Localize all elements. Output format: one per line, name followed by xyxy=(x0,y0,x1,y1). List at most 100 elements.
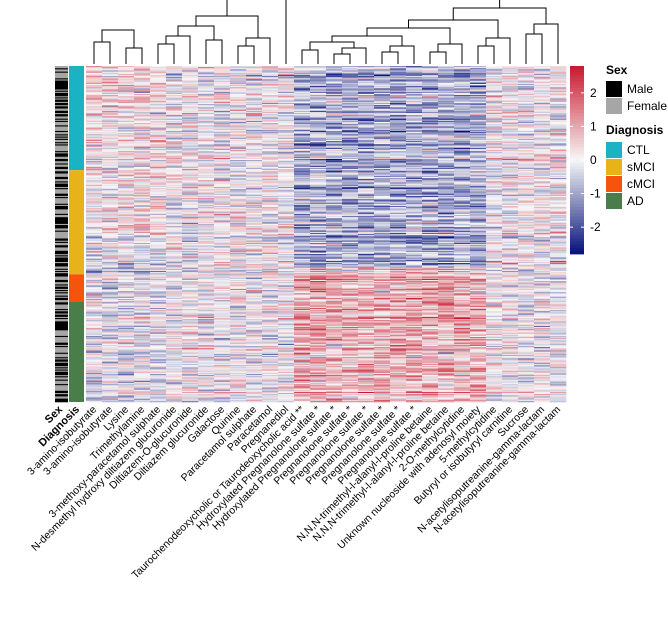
heatmap-cell xyxy=(454,119,471,122)
heatmap-cell xyxy=(230,137,247,140)
heatmap-cell xyxy=(262,109,279,112)
heatmap-cell xyxy=(422,132,439,134)
heatmap-cell xyxy=(502,136,519,138)
heatmap-cell xyxy=(422,101,439,104)
heatmap-cell xyxy=(182,189,199,191)
heatmap-cell xyxy=(422,182,439,184)
heatmap-cell xyxy=(470,120,487,123)
heatmap-cell xyxy=(198,71,215,74)
sex-track-cell xyxy=(55,256,68,258)
heatmap-cell xyxy=(550,100,567,103)
sex-track-cell xyxy=(55,324,68,327)
sex-track-cell xyxy=(55,375,68,377)
heatmap-cell xyxy=(246,87,263,89)
heatmap-cell xyxy=(358,128,375,131)
heatmap-cell xyxy=(230,111,247,114)
heatmap-cell xyxy=(390,160,407,162)
heatmap-cell xyxy=(326,76,343,78)
heatmap-cell xyxy=(326,122,343,124)
heatmap-cell xyxy=(150,207,167,209)
heatmap-cell xyxy=(310,185,327,188)
heatmap-cell xyxy=(374,108,391,110)
sex-track-cell xyxy=(55,354,68,357)
heatmap-cell xyxy=(278,201,295,203)
heatmap-cell xyxy=(502,166,519,169)
heatmap-cell xyxy=(326,127,343,130)
heatmap-cell xyxy=(550,147,567,150)
heatmap-cell xyxy=(438,200,455,202)
heatmap-cell xyxy=(534,94,551,96)
heatmap-cell xyxy=(534,223,551,226)
heatmap-cell xyxy=(198,128,215,131)
heatmap-cell xyxy=(134,160,151,162)
heatmap-cell xyxy=(502,179,519,181)
sex-track-cell xyxy=(55,321,68,323)
heatmap-cell xyxy=(102,226,119,228)
heatmap-cell xyxy=(390,227,407,229)
heatmap-cell xyxy=(326,142,343,144)
heatmap-cell xyxy=(310,160,327,162)
heatmap-cell xyxy=(246,216,263,218)
heatmap-cell xyxy=(470,92,487,95)
heatmap-cell xyxy=(230,163,247,165)
heatmap-cell xyxy=(406,237,423,239)
heatmap-cell xyxy=(198,133,215,135)
heatmap-cell xyxy=(390,220,407,222)
heatmap-cell xyxy=(326,72,343,75)
heatmap-cell xyxy=(278,130,295,133)
heatmap-cell xyxy=(182,210,199,212)
heatmap-cell xyxy=(182,95,199,97)
heatmap-cell xyxy=(406,169,423,171)
heatmap-cell xyxy=(102,132,119,134)
heatmap-cell xyxy=(294,184,311,187)
heatmap-cell xyxy=(438,113,455,115)
heatmap-cell xyxy=(310,226,327,228)
heatmap-cell xyxy=(342,147,359,150)
heatmap-cell xyxy=(550,230,567,233)
heatmap-cell xyxy=(86,89,103,91)
heatmap-cell xyxy=(230,145,247,147)
sex-track-cell xyxy=(55,259,68,262)
heatmap-cell xyxy=(182,201,199,203)
heatmap-cell xyxy=(278,227,295,229)
heatmap-cell xyxy=(470,134,487,136)
heatmap-cell xyxy=(182,156,199,159)
heatmap-cell xyxy=(198,216,215,218)
heatmap-cell xyxy=(134,104,151,106)
heatmap-cell xyxy=(550,148,567,151)
heatmap-cell xyxy=(358,184,375,187)
heatmap-cell xyxy=(262,189,279,191)
heatmap-cell xyxy=(150,101,167,104)
heatmap-cell xyxy=(518,186,535,189)
heatmap-cell xyxy=(438,231,455,234)
heatmap-cell xyxy=(278,198,295,200)
heatmap-cell xyxy=(486,218,503,220)
sex-track-cell xyxy=(55,358,68,360)
heatmap-cell xyxy=(422,141,439,143)
sex-track-cell xyxy=(55,136,68,138)
heatmap-cell xyxy=(134,102,151,105)
heatmap-cell xyxy=(358,127,375,130)
heatmap-cell xyxy=(86,99,103,102)
heatmap-cell xyxy=(342,231,359,234)
heatmap-cell xyxy=(390,221,407,224)
heatmap-cell xyxy=(310,218,327,220)
heatmap-cell xyxy=(166,125,183,127)
heatmap-cell xyxy=(374,204,391,207)
heatmap-cell xyxy=(182,204,199,207)
heatmap-cell xyxy=(102,192,119,194)
heatmap-cell xyxy=(166,127,183,130)
heatmap-cell xyxy=(534,189,551,191)
heatmap-cell xyxy=(150,239,167,242)
heatmap-cell xyxy=(326,141,343,143)
heatmap-cell xyxy=(102,214,119,217)
heatmap-cell xyxy=(214,173,231,175)
sex-track-cell xyxy=(55,291,68,293)
heatmap-cell xyxy=(454,231,471,234)
heatmap-cell xyxy=(246,193,263,196)
heatmap-cell xyxy=(326,216,343,218)
heatmap-cell xyxy=(438,116,455,118)
heatmap-cell xyxy=(102,203,119,206)
heatmap-cell xyxy=(230,71,247,74)
heatmap-cell xyxy=(342,162,359,164)
